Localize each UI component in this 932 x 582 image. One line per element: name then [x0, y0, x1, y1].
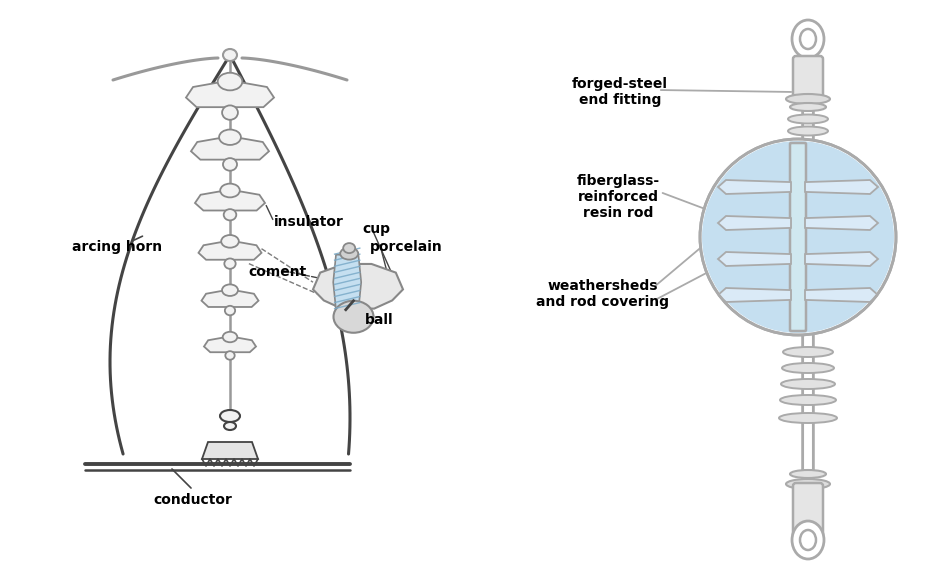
Ellipse shape — [218, 73, 242, 90]
Polygon shape — [313, 264, 403, 308]
Polygon shape — [334, 255, 362, 310]
Text: coment: coment — [248, 265, 307, 279]
Ellipse shape — [225, 258, 236, 269]
Ellipse shape — [781, 379, 835, 389]
Polygon shape — [199, 242, 262, 260]
Text: weathersheds
and rod covering: weathersheds and rod covering — [537, 279, 669, 309]
Polygon shape — [718, 180, 791, 194]
Text: forged-steel
end fitting: forged-steel end fitting — [572, 77, 668, 107]
Ellipse shape — [226, 351, 235, 360]
Ellipse shape — [792, 20, 824, 58]
Ellipse shape — [224, 209, 237, 221]
Ellipse shape — [219, 130, 240, 145]
Ellipse shape — [334, 301, 374, 333]
Ellipse shape — [788, 126, 828, 136]
Ellipse shape — [225, 306, 235, 315]
Ellipse shape — [343, 243, 355, 253]
Polygon shape — [718, 252, 791, 266]
Text: fiberglass-
reinforced
resin rod: fiberglass- reinforced resin rod — [576, 174, 660, 220]
Ellipse shape — [223, 158, 237, 171]
Ellipse shape — [786, 94, 830, 104]
Ellipse shape — [222, 105, 238, 120]
Polygon shape — [718, 216, 791, 230]
Text: porcelain: porcelain — [370, 240, 443, 254]
Ellipse shape — [220, 184, 240, 197]
Ellipse shape — [220, 410, 240, 422]
Ellipse shape — [223, 49, 237, 61]
Ellipse shape — [224, 422, 236, 430]
Polygon shape — [718, 288, 791, 302]
Text: insulator: insulator — [274, 215, 344, 229]
Polygon shape — [805, 216, 878, 230]
Ellipse shape — [782, 363, 834, 373]
Ellipse shape — [790, 470, 826, 478]
Polygon shape — [805, 180, 878, 194]
Ellipse shape — [223, 332, 238, 342]
Polygon shape — [201, 291, 258, 307]
Ellipse shape — [340, 247, 358, 260]
Circle shape — [702, 141, 894, 333]
Polygon shape — [202, 442, 258, 459]
Ellipse shape — [800, 530, 816, 550]
Ellipse shape — [792, 521, 824, 559]
Ellipse shape — [222, 285, 238, 296]
Ellipse shape — [779, 413, 837, 423]
Polygon shape — [195, 191, 265, 211]
Polygon shape — [805, 252, 878, 266]
Circle shape — [700, 139, 896, 335]
Text: ball: ball — [365, 313, 393, 327]
Ellipse shape — [800, 29, 816, 49]
FancyBboxPatch shape — [793, 483, 823, 537]
Polygon shape — [191, 139, 269, 159]
Ellipse shape — [788, 115, 828, 123]
Polygon shape — [805, 288, 878, 302]
Ellipse shape — [221, 235, 239, 248]
FancyBboxPatch shape — [790, 143, 806, 331]
Ellipse shape — [790, 103, 826, 111]
Polygon shape — [186, 83, 274, 107]
Text: conductor: conductor — [154, 493, 232, 507]
Ellipse shape — [780, 395, 836, 405]
FancyBboxPatch shape — [793, 56, 823, 98]
Polygon shape — [204, 338, 256, 352]
Ellipse shape — [786, 479, 830, 489]
Text: cup: cup — [362, 222, 390, 236]
Text: arcing horn: arcing horn — [72, 240, 162, 254]
Ellipse shape — [783, 347, 833, 357]
